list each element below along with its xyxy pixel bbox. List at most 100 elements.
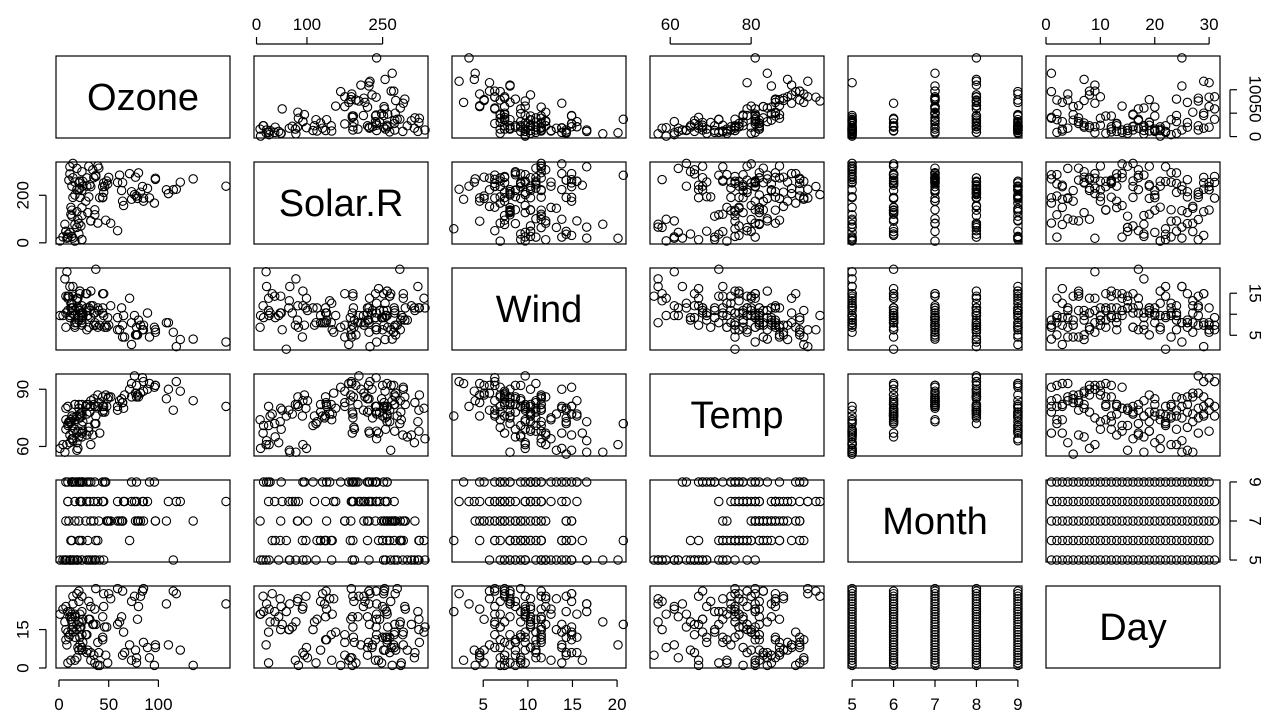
data-point (888, 122, 899, 132)
data-point (1122, 296, 1133, 306)
data-point (799, 339, 809, 350)
data-point (70, 496, 80, 507)
data-point (1106, 392, 1117, 402)
data-point (144, 477, 155, 487)
data-point (794, 535, 805, 546)
data-point (171, 184, 182, 195)
data-point (515, 229, 526, 239)
data-point (55, 310, 65, 321)
data-point (1155, 236, 1165, 246)
data-point (546, 181, 556, 191)
data-point (291, 274, 301, 284)
data-point (1117, 159, 1127, 169)
data-point (1171, 128, 1182, 139)
data-point (65, 281, 75, 292)
data-point (754, 205, 765, 215)
data-point (971, 317, 982, 328)
data-point (91, 264, 101, 275)
tick-label: 9 (1013, 695, 1022, 714)
data-point (1052, 95, 1062, 105)
data-point (598, 555, 608, 565)
panel-ozone-vs-temp (649, 53, 825, 141)
data-point (348, 535, 358, 546)
data-point (1155, 125, 1165, 136)
data-point (581, 555, 592, 565)
data-point (99, 477, 110, 487)
data-point (930, 104, 940, 114)
data-point (566, 430, 577, 440)
data-point (1188, 388, 1198, 398)
panel-frame (451, 161, 627, 245)
data-point (281, 344, 292, 354)
data-point (414, 426, 424, 436)
data-point (577, 428, 588, 438)
data-point (328, 327, 339, 338)
data-point (1090, 122, 1100, 132)
data-point (888, 173, 899, 183)
panel-temp-vs-day (1045, 371, 1221, 459)
data-point (1160, 344, 1171, 354)
data-point (1079, 310, 1089, 321)
data-point (520, 516, 530, 526)
data-point (930, 172, 940, 183)
data-point (1084, 325, 1095, 335)
panel-solar-r-vs-solar-r: Solar.R (253, 161, 429, 245)
data-point (1068, 115, 1078, 125)
data-point (551, 555, 562, 565)
data-point (63, 496, 73, 507)
data-point (1090, 439, 1100, 450)
data-point (930, 177, 940, 188)
data-point (371, 496, 381, 507)
data-point (1106, 312, 1117, 323)
data-point (1188, 296, 1198, 306)
data-point (138, 196, 149, 206)
panel-wind-vs-solar-r (253, 264, 430, 354)
data-point (1073, 163, 1084, 173)
data-point (726, 192, 736, 203)
data-point (774, 535, 785, 546)
data-point (72, 445, 82, 456)
panel-month-vs-ozone (55, 477, 231, 565)
data-point (520, 96, 530, 106)
data-point (317, 477, 328, 487)
data-point (847, 428, 857, 438)
data-point (1171, 310, 1182, 321)
data-point (1198, 76, 1209, 87)
data-point (1193, 121, 1204, 131)
data-point (618, 535, 629, 546)
data-point (344, 97, 354, 108)
data-point (276, 308, 286, 318)
data-point (371, 308, 382, 318)
data-point (275, 291, 286, 301)
data-point (284, 496, 294, 507)
data-point (168, 327, 179, 338)
data-point (346, 496, 357, 507)
data-point (1057, 298, 1068, 309)
data-point (1111, 303, 1122, 313)
data-point (1198, 230, 1209, 241)
data-point (1133, 405, 1144, 415)
data-point (308, 477, 318, 487)
data-point (505, 97, 515, 108)
data-point (388, 380, 399, 391)
data-point (126, 378, 137, 389)
data-point (505, 190, 515, 200)
data-point (298, 395, 308, 406)
data-point (382, 416, 392, 427)
data-point (709, 211, 720, 221)
data-point (1150, 310, 1160, 321)
data-point (1182, 399, 1193, 410)
data-point (188, 334, 198, 344)
data-point (515, 432, 526, 442)
data-point (392, 555, 402, 565)
data-point (1079, 118, 1089, 128)
data-point (377, 535, 388, 546)
data-point (495, 192, 505, 202)
data-point (261, 281, 272, 292)
panel-month-vs-temp (649, 477, 825, 565)
data-point (464, 401, 474, 412)
data-point (1160, 281, 1171, 292)
data-point (1139, 411, 1149, 421)
data-point (540, 516, 551, 526)
data-point (531, 378, 541, 389)
